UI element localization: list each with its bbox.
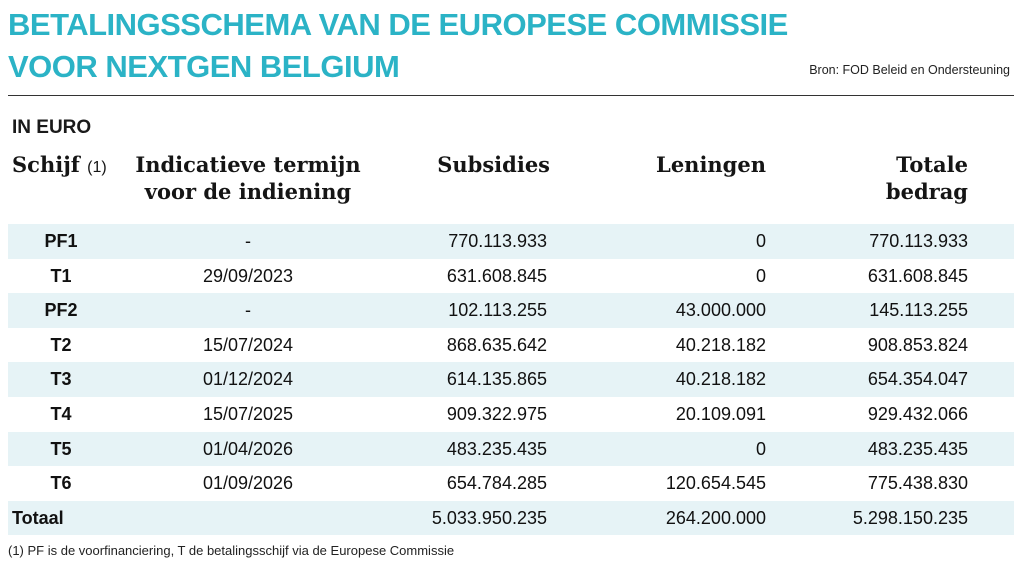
cell-subsidies: 102.113.255 (448, 300, 547, 321)
cell-totaal: 483.235.435 (867, 438, 968, 459)
cell-schijf: T2 (50, 334, 72, 355)
cell-subsidies: 909.322.975 (446, 403, 547, 424)
table-row: T6 01/09/2026 654.784.285 120.654.545 77… (8, 466, 1014, 501)
cell-subsidies: 770.113.933 (448, 231, 547, 251)
column-header-totaal-line-1: Totale (896, 152, 968, 177)
cell-termijn: 01/09/2026 (202, 473, 294, 494)
cell-schijf: T6 (50, 473, 72, 494)
cell-termijn: - (245, 231, 251, 251)
table-row: PF2 - 102.113.255 43.000.000 145.113.255 (8, 293, 1014, 328)
column-header-termijn-line-1: Indicatieve termijn (135, 152, 361, 177)
payment-table: PF1 - 770.113.933 0 770.113.933 T1 29/09… (8, 224, 1014, 536)
column-header-totaal-line-2: bedrag (885, 179, 968, 204)
table-row: T1 29/09/2023 631.608.845 0 631.608.845 (8, 259, 1014, 294)
cell-leningen: 43.000.000 (675, 300, 766, 321)
cell-totaal: 908.853.824 (867, 334, 968, 355)
cell-termijn: 01/12/2024 (202, 369, 294, 390)
cell-leningen: 0 (755, 265, 766, 286)
cell-subsidies: 868.635.642 (446, 334, 547, 355)
cell-termijn: 01/04/2026 (202, 438, 294, 459)
cell-totaal: 775.438.830 (867, 473, 968, 494)
cell-totaal: 770.113.933 (869, 231, 968, 251)
cell-subsidies: 614.135.865 (446, 369, 547, 390)
cell-totaal: 929.432.066 (867, 403, 968, 424)
total-leningen: 264.200.000 (665, 507, 766, 528)
cell-schijf: T5 (50, 438, 72, 459)
column-header-termijn-line-2: voor de indiening (144, 179, 352, 204)
column-header-leningen: Leningen (656, 152, 766, 177)
cell-schijf: PF1 (44, 231, 78, 251)
column-header-totaal: Totale bedrag (848, 151, 968, 205)
total-subsidies: 5.033.950.235 (431, 507, 547, 528)
cell-leningen: 120.654.545 (665, 473, 766, 494)
cell-leningen: 40.218.182 (675, 369, 766, 390)
cell-subsidies: 483.235.435 (446, 438, 547, 459)
cell-subsidies: 631.608.845 (446, 265, 547, 286)
cell-leningen: 0 (755, 438, 766, 459)
chart-title: BETALINGSSCHEMA VAN DE EUROPESE COMMISSI… (8, 4, 788, 88)
chart-title-line-2: VOOR NEXTGEN BELGIUM (8, 49, 400, 84)
table-row: T4 15/07/2025 909.322.975 20.109.091 929… (8, 397, 1014, 432)
cell-termijn: 15/07/2025 (202, 403, 294, 424)
column-header-subsidies: Subsidies (437, 152, 550, 177)
cell-totaal: 654.354.047 (867, 369, 968, 390)
header-divider (8, 95, 1014, 96)
total-label: Totaal (12, 507, 64, 528)
cell-termijn: 29/09/2023 (202, 265, 294, 286)
table-row: T3 01/12/2024 614.135.865 40.218.182 654… (8, 362, 1014, 397)
cell-termijn: 15/07/2024 (202, 334, 294, 355)
cell-totaal: 145.113.255 (869, 300, 968, 321)
cell-schijf: T4 (50, 403, 72, 424)
cell-schijf: PF2 (44, 300, 78, 321)
cell-leningen: 40.218.182 (675, 334, 766, 355)
total-totaal: 5.298.150.235 (852, 507, 968, 528)
table-row: T5 01/04/2026 483.235.435 0 483.235.435 (8, 431, 1014, 467)
table-row: T2 15/07/2024 868.635.642 40.218.182 908… (8, 328, 1014, 363)
cell-termijn: - (245, 300, 251, 321)
cell-schijf: T3 (50, 369, 72, 390)
footnote: (1) PF is de voorfinanciering, T de beta… (8, 543, 455, 558)
column-header-schijf: Schijf (1) (12, 151, 107, 181)
column-header-schijf-label: Schijf (12, 152, 80, 177)
cell-schijf: T1 (50, 265, 72, 286)
footnote-marker: (1) (87, 159, 107, 176)
cell-subsidies: 654.784.285 (446, 473, 547, 494)
cell-totaal: 631.608.845 (867, 265, 968, 286)
column-header-termijn: Indicatieve termijn voor de indiening (128, 151, 368, 205)
cell-leningen: 20.109.091 (675, 403, 766, 424)
table-row: PF1 - 770.113.933 0 770.113.933 (8, 224, 1014, 259)
unit-label: IN EURO (12, 117, 92, 138)
cell-leningen: 0 (755, 231, 766, 251)
chart-title-line-1: BETALINGSSCHEMA VAN DE EUROPESE COMMISSI… (8, 7, 788, 42)
total-row: Totaal 5.033.950.235 264.200.000 5.298.1… (8, 500, 1014, 536)
source-note: Bron: FOD Beleid en Ondersteuning (809, 63, 1010, 77)
